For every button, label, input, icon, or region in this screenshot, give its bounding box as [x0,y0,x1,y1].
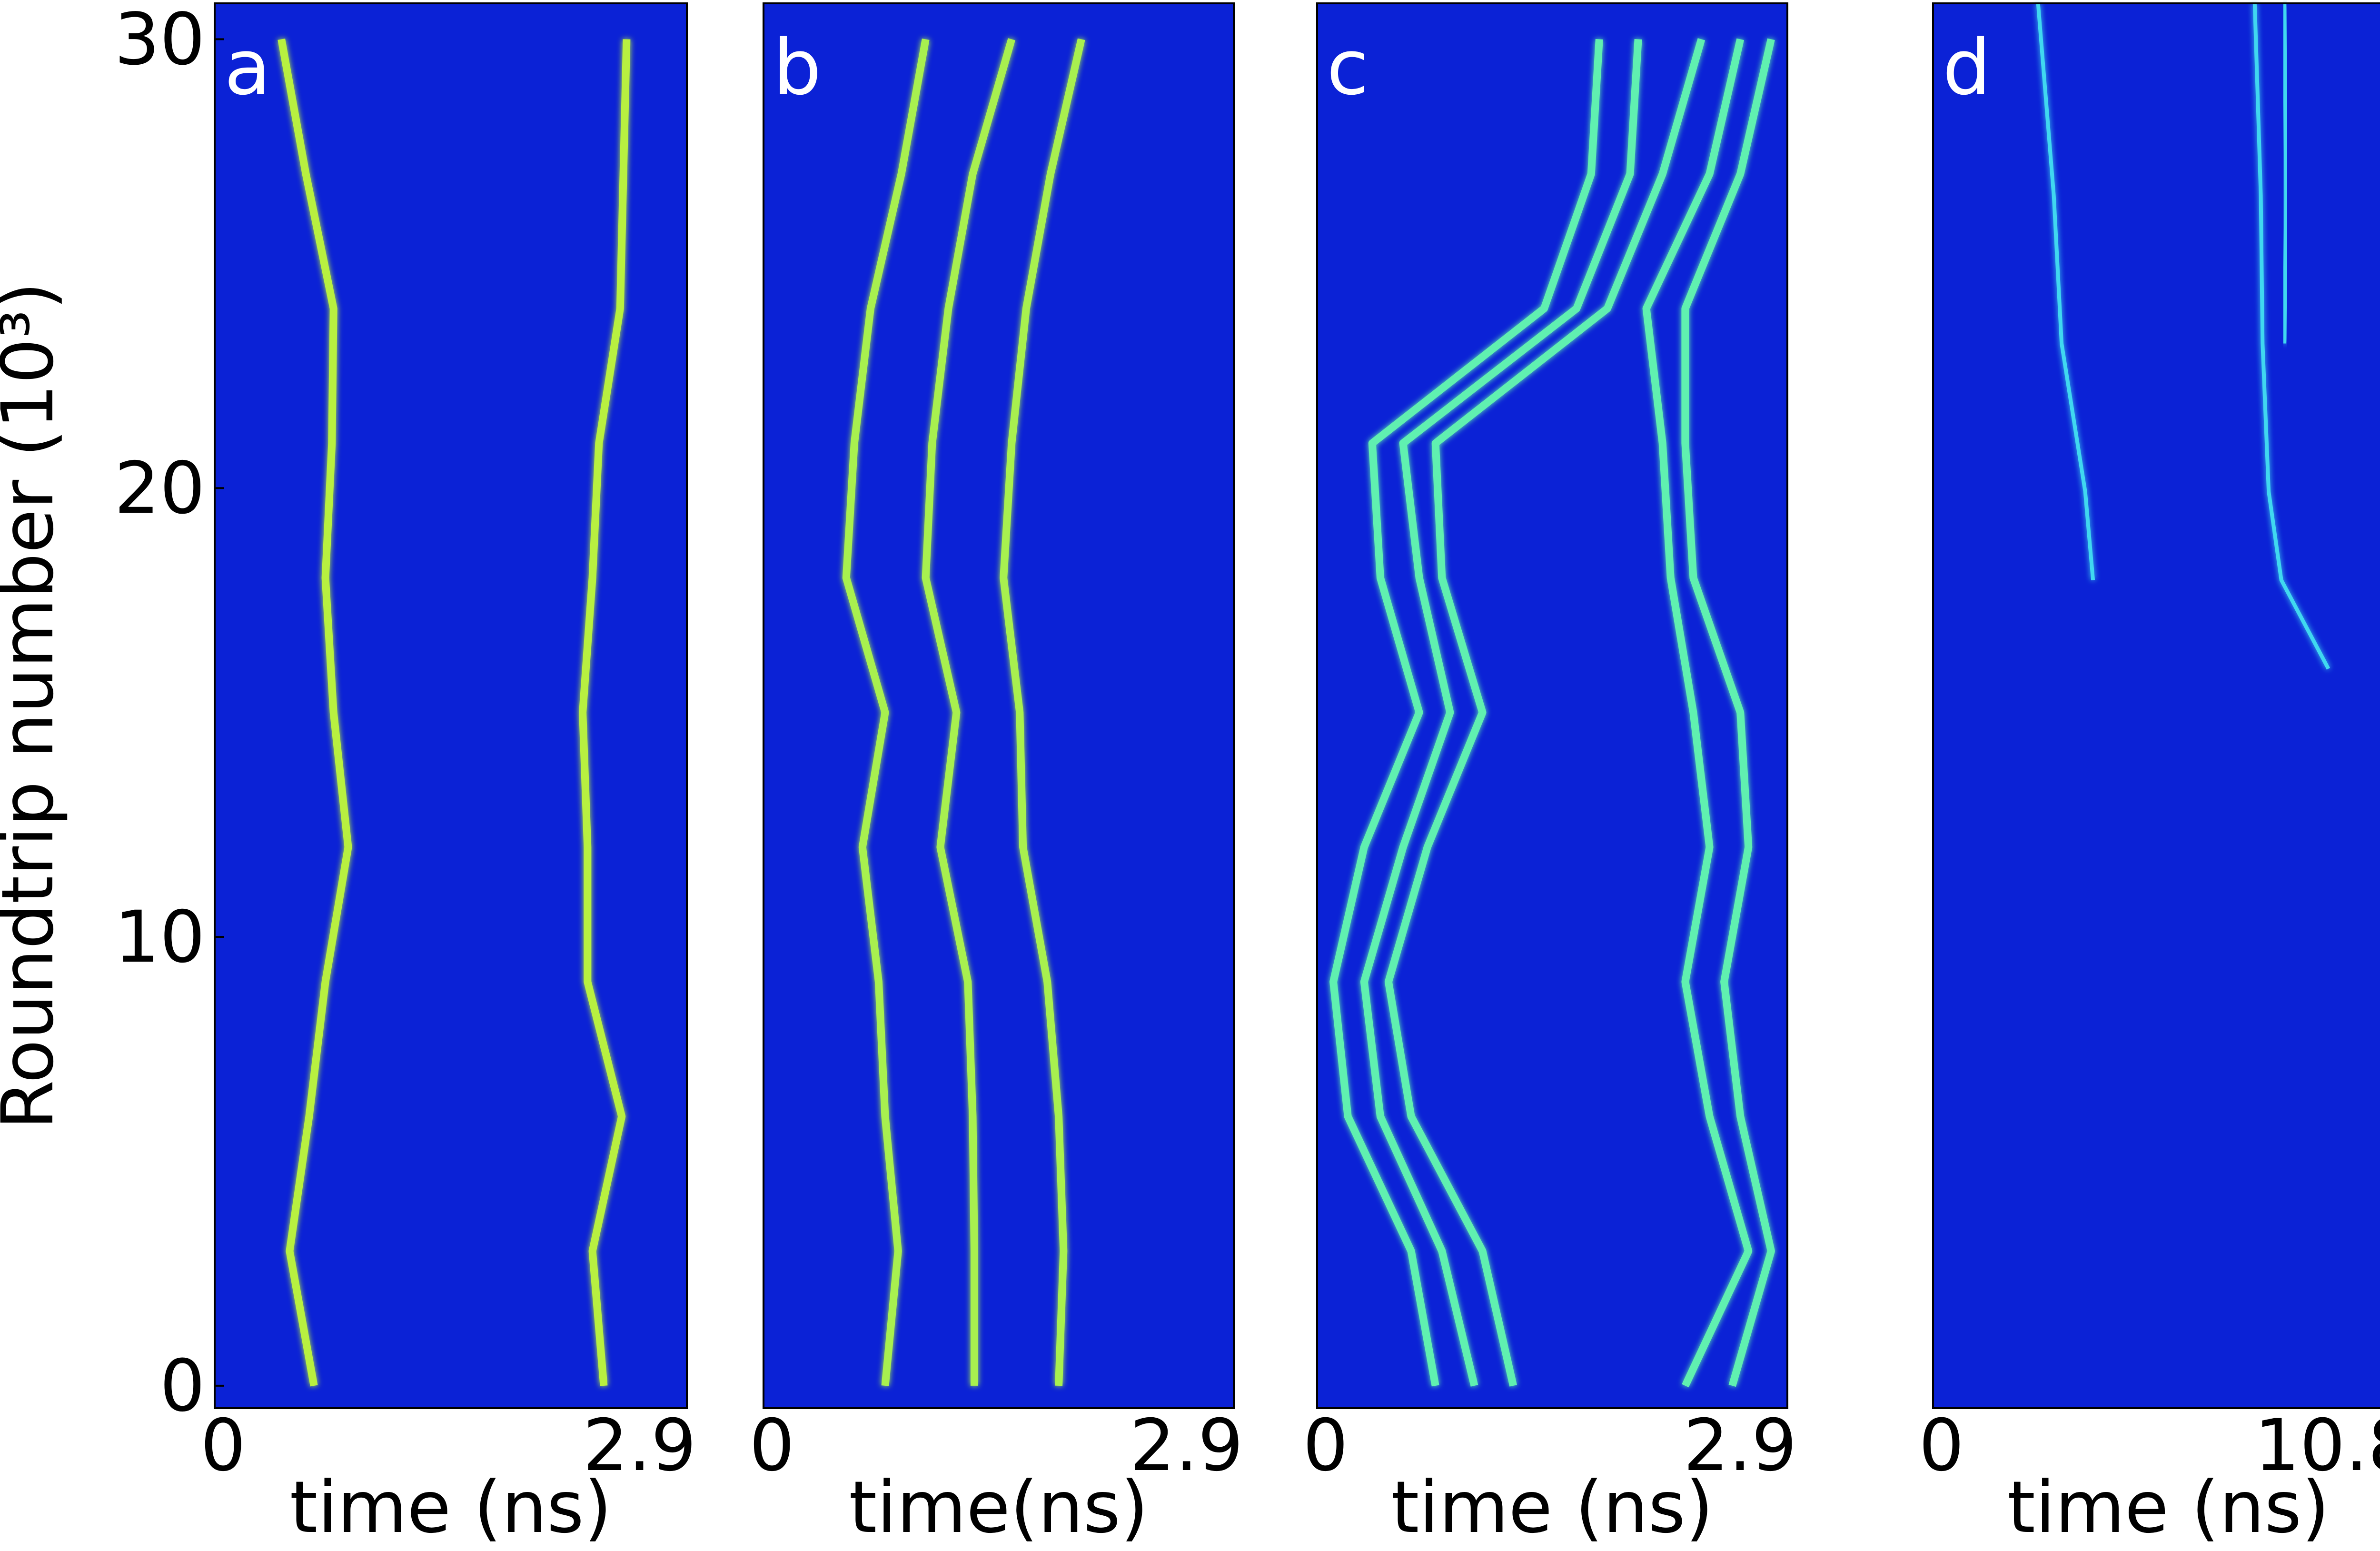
soliton-trace [2036,3,2095,580]
x-tick-label: 0 [1919,1404,1964,1487]
frame [763,2,1235,1409]
heatmap-background [1317,3,1787,1408]
soliton-trace [1642,38,1753,1388]
x-axis-label: time (ns) [2007,1466,2330,1549]
soliton-trace [1681,38,1775,1387]
y-tick-label: 10 [114,896,205,979]
frame [1932,2,2380,1409]
heatmap-background [215,3,687,1408]
soliton-trace [278,38,352,1387]
y-tick-label: 20 [114,447,205,530]
x-axis-label: time(ns) [849,1466,1148,1549]
y-axis-label: Roundtrip number (10³) [0,282,69,1130]
soliton-trace [1360,39,1642,1387]
panel-label: c [1327,23,1368,112]
x-tick-label: 0 [1303,1404,1348,1487]
x-tick-label: 10.8 [2254,1404,2380,1487]
soliton-trace [2282,3,2288,344]
soliton-trace [1329,39,1603,1387]
x-tick-label: 0 [749,1404,794,1487]
soliton-trace [2252,3,2330,670]
soliton-trace [1000,38,1085,1386]
x-tick-label: 0 [200,1404,246,1487]
panel-label: d [1943,23,1991,112]
x-tick-label: 2.9 [1130,1404,1243,1487]
panel-label: b [773,23,822,112]
y-tick-label: 30 [114,0,205,81]
frame [214,2,688,1409]
soliton-trace [922,38,1015,1386]
panel-label: a [224,23,271,112]
x-axis-label: time (ns) [290,1466,612,1549]
soliton-trace [1384,38,1706,1387]
soliton-trace [842,38,930,1386]
heatmap-background [764,3,1234,1408]
soliton-trace [579,39,631,1386]
heatmap-background [1933,3,2380,1408]
x-tick-label: 2.9 [1683,1404,1797,1487]
frame [1316,2,1788,1409]
x-tick-label: 2.9 [583,1404,696,1487]
y-tick-label: 0 [160,1345,205,1428]
x-axis-label: time (ns) [1391,1466,1714,1549]
